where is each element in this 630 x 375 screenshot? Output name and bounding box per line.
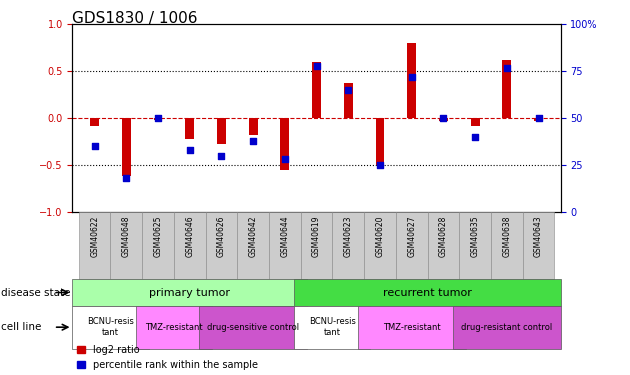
Point [217,153,227,159]
Point [343,87,353,93]
Text: cell line: cell line [1,322,41,332]
Bar [136,306,212,349]
Text: GSM40626: GSM40626 [217,215,226,257]
Bar [471,118,479,126]
Text: BCNU-resis
tant: BCNU-resis tant [309,318,356,337]
Text: TMZ-resistant: TMZ-resistant [145,322,203,332]
Point [438,115,449,121]
Bar [294,279,561,306]
Point [280,156,290,162]
Bar [238,212,269,279]
Text: GDS1830 / 1006: GDS1830 / 1006 [72,11,198,26]
Text: GSM40627: GSM40627 [407,215,416,257]
Bar [217,118,226,144]
Text: GSM40644: GSM40644 [280,215,289,257]
Point [501,64,512,70]
Bar [185,118,194,139]
Bar [523,212,554,279]
Point [534,115,544,121]
Bar [333,212,364,279]
Bar [344,82,353,118]
Bar [90,118,99,126]
Text: GSM40625: GSM40625 [154,215,163,257]
Bar [174,212,205,279]
Bar [199,306,307,349]
Point [185,147,195,153]
Bar [534,118,543,121]
Text: GSM40620: GSM40620 [375,215,384,257]
Bar [142,212,174,279]
Point [248,138,258,144]
Bar [459,212,491,279]
Text: drug-resistant control: drug-resistant control [461,322,553,332]
Text: GSM40635: GSM40635 [471,215,479,257]
Bar [301,212,333,279]
Text: GSM40648: GSM40648 [122,215,131,257]
Point [470,134,480,140]
Point [406,74,416,80]
Point [312,63,322,69]
Point [122,175,132,181]
Bar [407,43,416,118]
Bar [249,118,258,135]
Text: GSM40622: GSM40622 [90,215,99,256]
Bar [312,62,321,118]
Text: GSM40646: GSM40646 [185,215,194,257]
Bar [358,306,466,349]
Text: GSM40642: GSM40642 [249,215,258,257]
Bar [72,279,307,306]
Bar [154,118,163,120]
Text: BCNU-resis
tant: BCNU-resis tant [87,318,134,337]
Point [375,162,385,168]
Bar [428,212,459,279]
Point [153,115,163,121]
Bar [294,306,370,349]
Text: GSM40643: GSM40643 [534,215,543,257]
Bar [375,118,384,165]
Text: TMZ-resistant: TMZ-resistant [383,322,440,332]
Text: GSM40623: GSM40623 [344,215,353,257]
Text: GSM40638: GSM40638 [502,215,512,257]
Bar [439,118,448,121]
Text: GSM40619: GSM40619 [312,215,321,257]
Point [89,143,100,149]
Bar [122,118,131,176]
Bar [491,212,523,279]
Bar [72,306,149,349]
Bar [205,212,238,279]
Bar [110,212,142,279]
Bar [79,212,110,279]
Text: primary tumor: primary tumor [149,288,230,297]
Text: drug-sensitive control: drug-sensitive control [207,322,299,332]
Bar [364,212,396,279]
Text: recurrent tumor: recurrent tumor [383,288,472,297]
Bar [396,212,428,279]
Text: disease state: disease state [1,288,70,297]
Text: GSM40628: GSM40628 [439,215,448,256]
Bar [502,60,511,118]
Legend: log2 ratio, percentile rank within the sample: log2 ratio, percentile rank within the s… [77,345,258,370]
Bar [453,306,561,349]
Bar [269,212,301,279]
Bar [280,118,289,170]
